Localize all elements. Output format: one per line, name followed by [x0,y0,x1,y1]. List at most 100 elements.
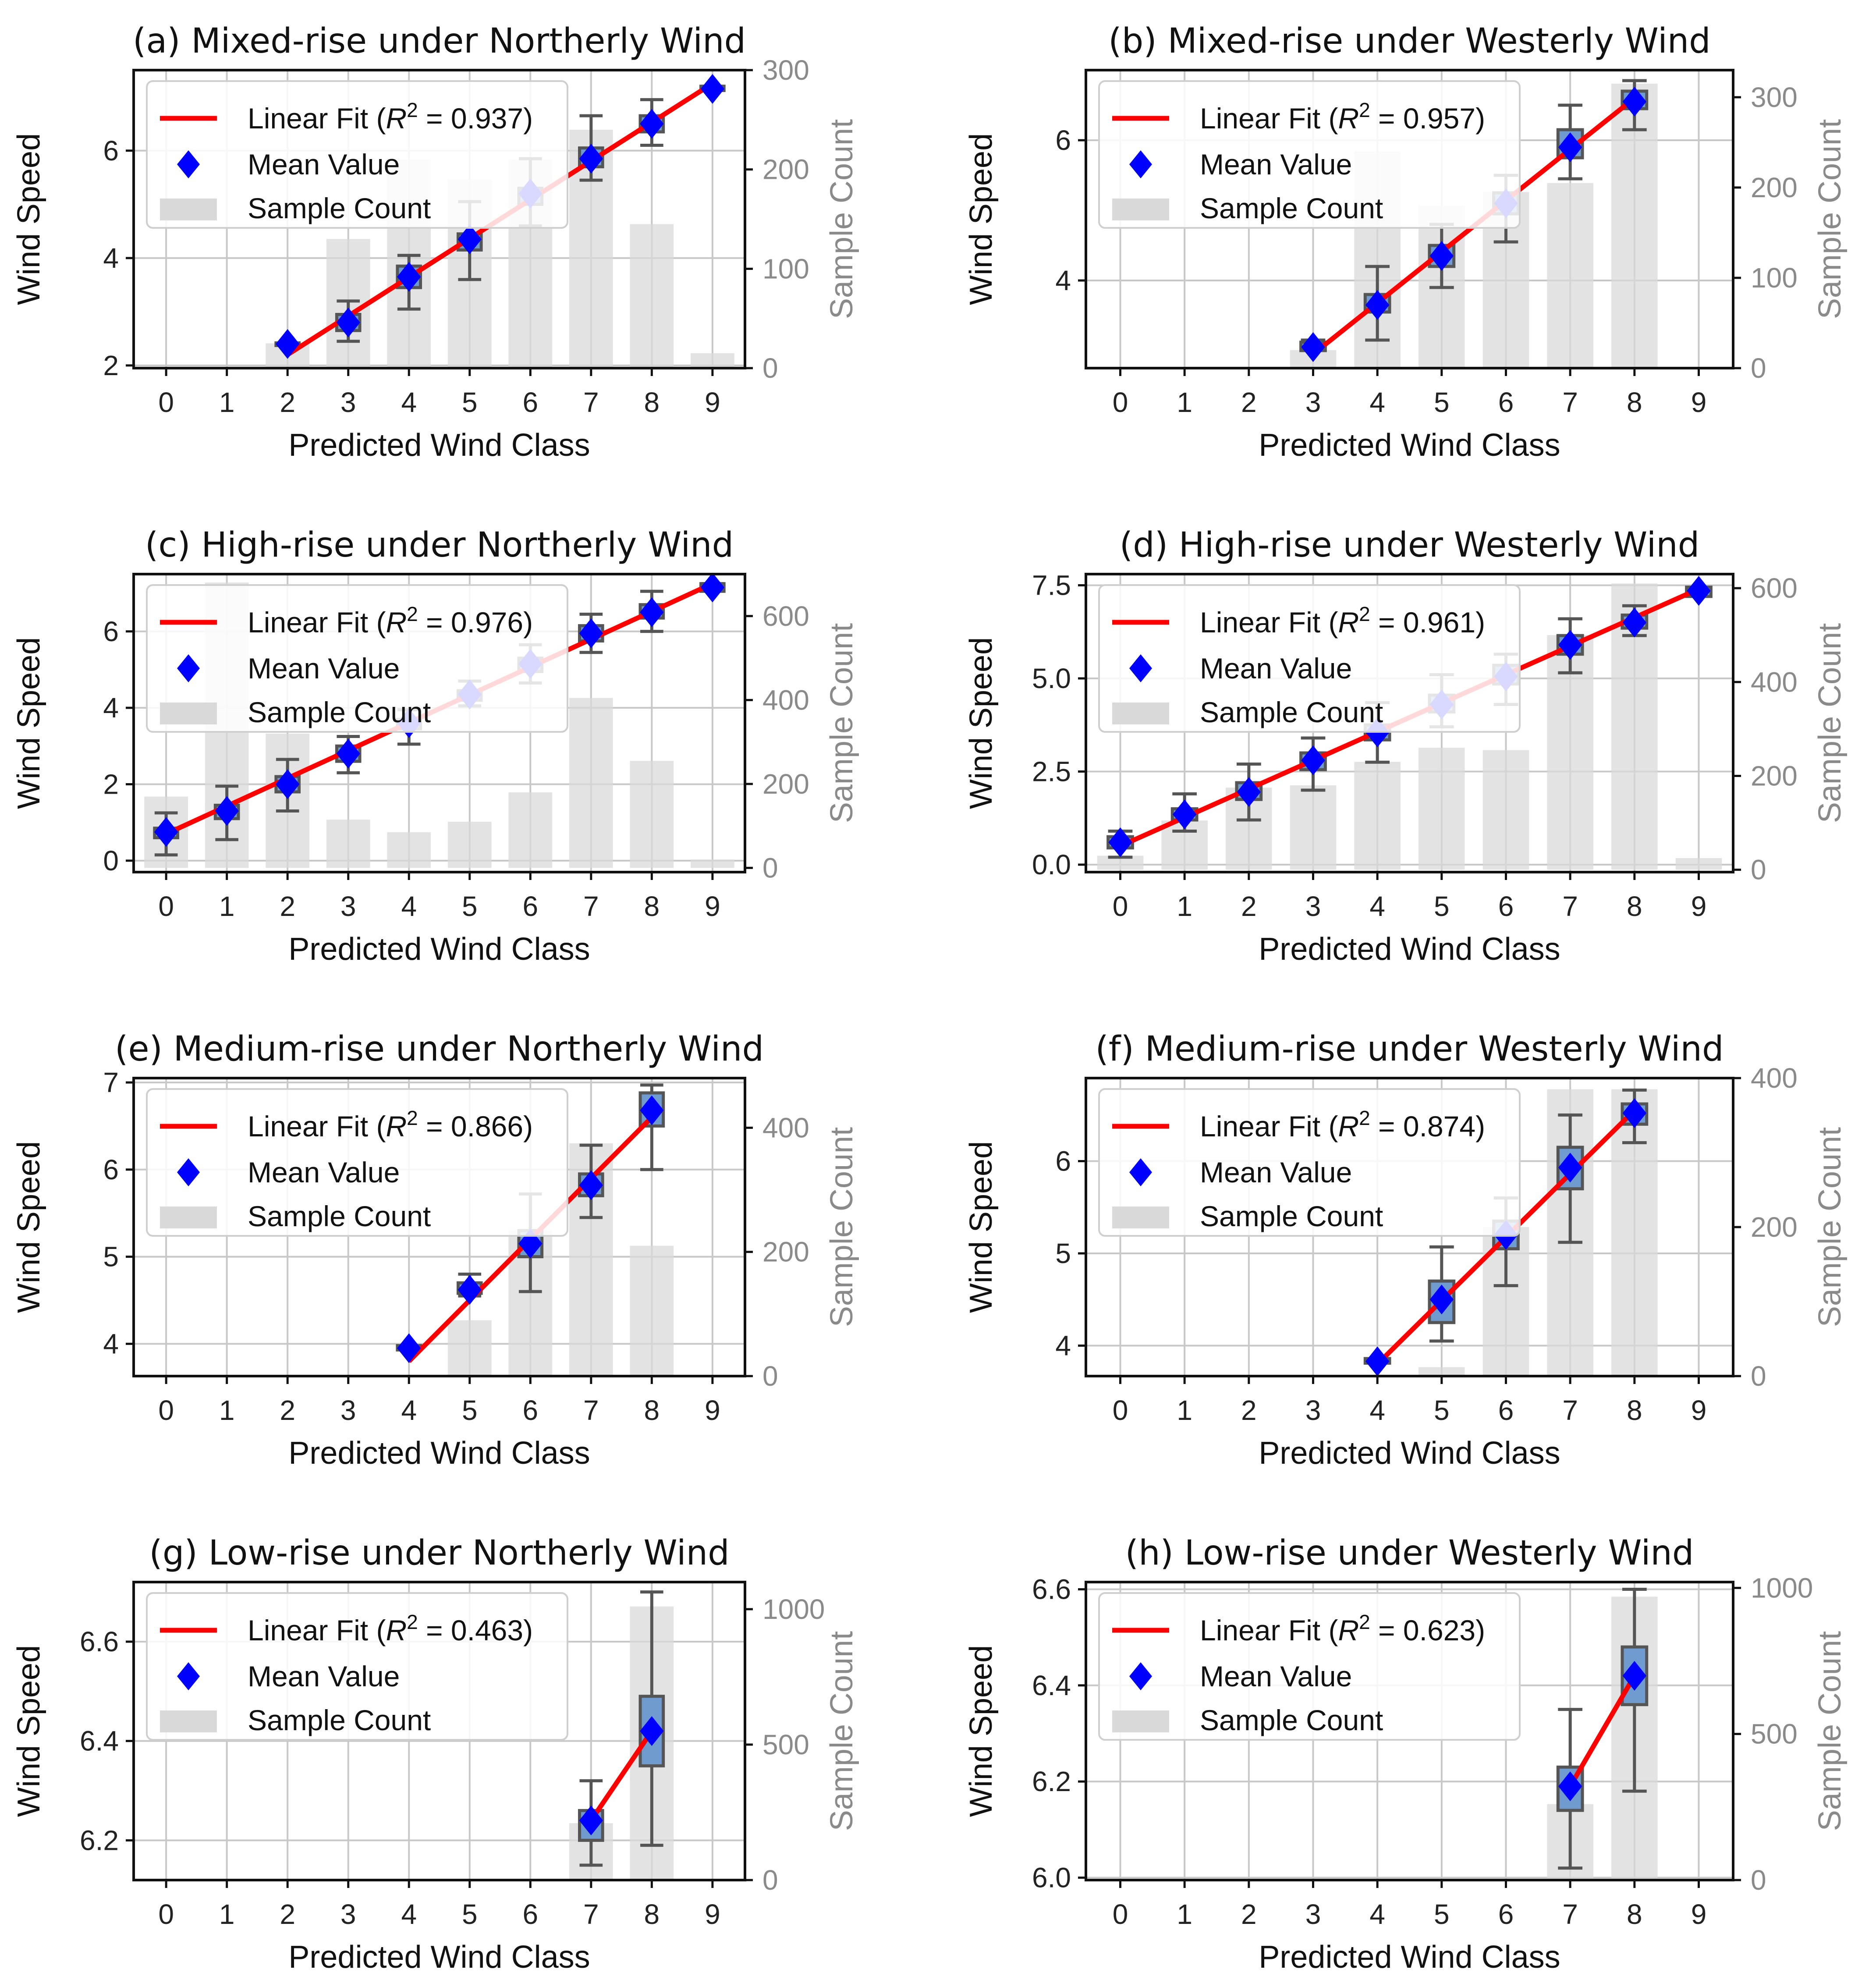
legend-box [1098,1088,1521,1237]
mean-value-marker [1172,799,1197,830]
plot-frame [132,1581,746,1881]
x-tick-label: 0 [158,387,174,418]
chart-panel-4: 0 1 2 3 4 5 6 7 8 9 4 5 6 7 0 200 400 (e) Medium-rise und… [11,1029,859,1471]
mean-value-marker [640,109,664,139]
legend-mean-label: Mean Value [248,148,400,181]
sample-count-bar [1419,748,1465,870]
x-tick-label: 4 [401,1394,417,1426]
y-tick-label: 2 [103,768,119,800]
chart-panel-1: 0 1 2 3 4 5 6 7 8 9 4 6 0 100 200 300 (b) Mixed-rise und… [964,21,1848,463]
panel-title: (a) Mixed-rise under Northerly Wind [133,21,746,61]
x-tick-label: 7 [1562,1898,1578,1930]
y-tick-label: 4 [1055,265,1071,296]
x-tick-label: 7 [1562,1394,1578,1426]
y-axis-label: Wind Speed [11,1141,46,1313]
x-tick-label: 0 [1113,1898,1128,1930]
y2-tick-label: 0 [1751,352,1766,384]
y2-tick-label: 300 [1751,82,1798,113]
legend: Linear Fit (R2 = 0.961) Mean Value Sample … [1098,584,1521,733]
x-tick-label: 5 [462,1394,478,1426]
mean-value-marker [579,618,603,649]
y2-tick-label: 400 [1751,666,1798,698]
legend-mean-swatch [177,150,200,178]
x-tick-label: 4 [401,891,417,922]
x-tick-label: 7 [1562,891,1578,922]
y2-tick-label: 200 [1751,760,1798,791]
x-tick-label: 9 [1691,1394,1707,1426]
legend-fit-label: Linear Fit (R2 = 0.874) [1200,1107,1485,1143]
plot-frame [132,1077,746,1377]
x-tick-label: 5 [462,891,478,922]
x-tick-label: 2 [280,387,295,418]
y-tick-label: 5 [1055,1238,1071,1269]
y2-tick-label: 200 [762,154,809,185]
legend: Linear Fit (R2 = 0.937) Mean Value Sample … [146,80,568,229]
mean-value-marker [1622,1098,1647,1128]
legend-mean-swatch [177,654,200,682]
y-tick-label: 6.6 [1032,1573,1071,1605]
x-tick-label: 9 [705,387,720,418]
y-tick-label: 6.2 [1032,1766,1071,1797]
mean-value-marker [640,1716,664,1746]
legend-count-label: Sample Count [1200,192,1383,224]
mean-value-marker [1558,630,1582,660]
mean-value-marker [1429,1284,1454,1315]
x-tick-label: 5 [1434,891,1450,922]
sample-count-bar [447,822,492,868]
x-tick-label: 4 [401,1898,417,1930]
y-tick-label: 7 [103,1067,119,1098]
x-tick-label: 0 [1113,387,1128,418]
x-tick-label: 2 [1241,1394,1257,1426]
legend: Linear Fit (R2 = 0.976) Mean Value Sample … [146,584,568,733]
legend-fit-label: Linear Fit (R2 = 0.976) [248,603,533,639]
x-tick-label: 7 [583,891,599,922]
x-tick-label: 3 [340,891,356,922]
legend-mean-swatch [1129,654,1152,682]
y-tick-label: 6 [1055,124,1071,156]
linear-fit-line [589,1729,654,1822]
y-tick-label: 6.2 [80,1824,119,1856]
x-tick-label: 6 [1498,387,1514,418]
x-tick-label: 2 [280,1898,295,1930]
legend-mean-swatch [1129,1158,1152,1186]
mean-value-marker [275,329,300,359]
x-tick-label: 2 [1241,387,1257,418]
legend-mean-label: Mean Value [248,652,400,685]
legend-fit-label: Linear Fit (R2 = 0.866) [248,1107,533,1143]
sample-count-bar [630,1245,674,1376]
x-tick-label: 6 [522,1394,538,1426]
sample-count-bar [630,224,674,368]
mean-value-marker [1237,777,1261,807]
mean-value-marker [700,74,725,104]
y2-tick-label: 400 [762,684,809,716]
panel-title: (f) Medium-rise under Westerly Wind [1095,1029,1724,1069]
legend-mean-swatch [1129,150,1152,178]
chart-panel-3: 0 1 2 3 4 5 6 7 8 9 0.0 2.5 5.0 7.5 0 200 400 600 (d) High… [964,525,1848,967]
x-tick-label: 9 [1691,1898,1707,1930]
x-tick-label: 2 [1241,891,1257,922]
y-tick-label: 5.0 [1032,663,1071,694]
mean-value-marker [1301,745,1325,775]
y-tick-label: 0.0 [1032,849,1071,880]
legend-count-label: Sample Count [1200,1200,1383,1232]
y2-axis-label: Sample Count [1812,1631,1848,1831]
x-tick-label: 7 [583,1394,599,1426]
linear-fit-line [1568,1675,1637,1788]
x-tick-label: 6 [1498,891,1514,922]
legend-count-swatch [1112,1710,1169,1732]
legend-mean-label: Mean Value [248,1660,400,1692]
x-tick-label: 1 [1177,1394,1192,1426]
mean-value-marker [579,1806,603,1835]
mean-value-marker [1558,1771,1582,1802]
mean-value-marker [700,572,725,603]
y2-tick-label: 0 [762,852,778,884]
x-tick-label: 2 [1241,1898,1257,1930]
legend-count-label: Sample Count [1200,696,1383,728]
legend-count-label: Sample Count [248,192,431,224]
y2-tick-label: 0 [1751,854,1766,886]
x-tick-label: 0 [158,1394,174,1426]
y-tick-label: 2 [103,350,119,381]
x-tick-label: 6 [522,387,538,418]
x-tick-label: 0 [1113,891,1128,922]
sample-count-bar [326,820,370,868]
